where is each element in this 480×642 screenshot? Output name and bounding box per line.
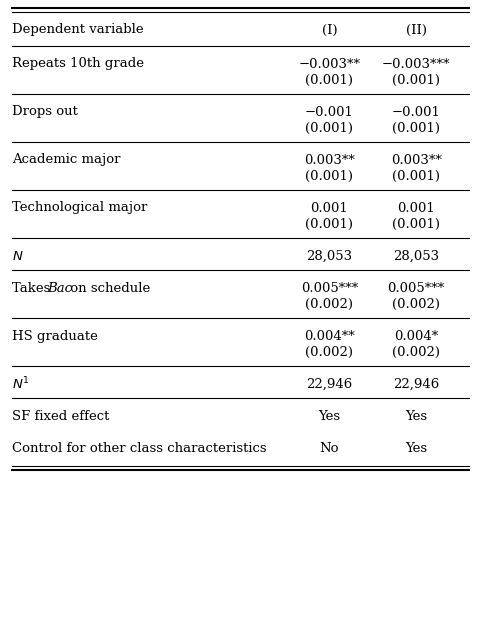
Text: (0.001): (0.001): [305, 169, 353, 182]
Text: (0.002): (0.002): [305, 297, 353, 311]
Text: $N$: $N$: [12, 250, 24, 263]
Text: 0.005***: 0.005***: [386, 281, 444, 295]
Text: (I): (I): [321, 24, 336, 37]
Text: Dependent variable: Dependent variable: [12, 24, 144, 37]
Text: 0.001: 0.001: [396, 202, 434, 214]
Text: 28,053: 28,053: [392, 250, 438, 263]
Text: 22,946: 22,946: [306, 377, 352, 390]
Text: on schedule: on schedule: [66, 281, 150, 295]
Text: (0.001): (0.001): [391, 169, 439, 182]
Text: Control for other class characteristics: Control for other class characteristics: [12, 442, 266, 455]
Text: 0.003**: 0.003**: [390, 153, 441, 166]
Text: −0.001: −0.001: [391, 105, 440, 119]
Text: SF fixed effect: SF fixed effect: [12, 410, 109, 422]
Text: (0.001): (0.001): [305, 121, 353, 135]
Text: Yes: Yes: [404, 442, 426, 455]
Text: Bac: Bac: [48, 281, 72, 295]
Text: 0.001: 0.001: [310, 202, 348, 214]
Text: 28,053: 28,053: [306, 250, 352, 263]
Text: −0.003**: −0.003**: [298, 58, 360, 71]
Text: 22,946: 22,946: [392, 377, 438, 390]
Text: −0.003***: −0.003***: [381, 58, 449, 71]
Text: (0.002): (0.002): [305, 345, 353, 358]
Text: (0.002): (0.002): [391, 297, 439, 311]
Text: HS graduate: HS graduate: [12, 329, 98, 342]
Text: Yes: Yes: [318, 410, 340, 422]
Text: Academic major: Academic major: [12, 153, 120, 166]
Text: (0.001): (0.001): [391, 121, 439, 135]
Text: 0.005***: 0.005***: [300, 281, 358, 295]
Text: 0.003**: 0.003**: [303, 153, 354, 166]
Text: (0.002): (0.002): [391, 345, 439, 358]
Text: (0.001): (0.001): [391, 73, 439, 87]
Text: Technological major: Technological major: [12, 202, 147, 214]
Text: Repeats 10th grade: Repeats 10th grade: [12, 58, 144, 71]
Text: −0.001: −0.001: [304, 105, 353, 119]
Text: Yes: Yes: [404, 410, 426, 422]
Text: (0.001): (0.001): [391, 218, 439, 230]
Text: Takes: Takes: [12, 281, 55, 295]
Text: (II): (II): [405, 24, 426, 37]
Text: 0.004*: 0.004*: [393, 329, 437, 342]
Text: (0.001): (0.001): [305, 73, 353, 87]
Text: $N^{1}$: $N^{1}$: [12, 376, 30, 392]
Text: Drops out: Drops out: [12, 105, 78, 119]
Text: 0.004**: 0.004**: [303, 329, 354, 342]
Text: (0.001): (0.001): [305, 218, 353, 230]
Text: No: No: [319, 442, 338, 455]
